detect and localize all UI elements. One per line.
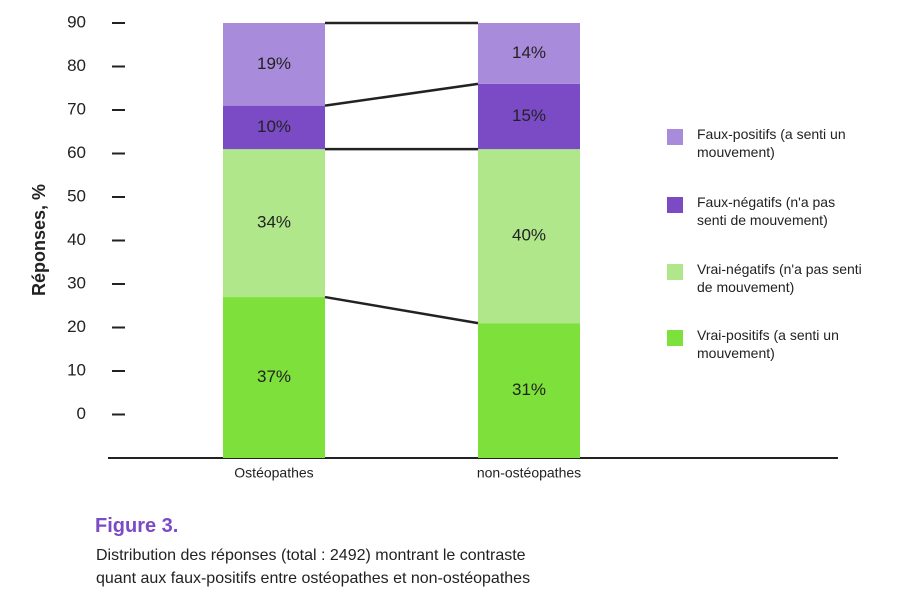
legend-swatch (667, 264, 683, 280)
legend-label: Faux-positifs (a senti un mouvement) (697, 126, 846, 160)
bar-segment (223, 297, 325, 458)
value-label: 40% (512, 226, 546, 245)
bar-segment (223, 23, 325, 106)
y-tick-label: 80 (67, 56, 86, 75)
value-label: 15% (512, 106, 546, 125)
figure-label: Figure 3. (95, 515, 179, 537)
connector-line (324, 82, 479, 107)
x-tick-label: Ostéopathes (234, 465, 313, 481)
caption-line: quant aux faux-positifs entre ostéopathe… (96, 570, 531, 587)
value-label: 31% (512, 380, 546, 399)
bar-segment (478, 323, 580, 458)
y-tick-label: 30 (67, 273, 86, 292)
legend-swatch (667, 330, 683, 346)
y-tick-label: 90 (67, 12, 86, 31)
y-tick-label: 50 (67, 186, 86, 205)
y-tick-label: 70 (67, 99, 86, 118)
legend-label: Vrai-positifs (a senti un mouvement) (697, 327, 839, 361)
y-tick-label: 10 (67, 360, 86, 379)
connector-line (324, 295, 479, 325)
legend-swatch (667, 197, 683, 213)
value-label: 37% (257, 367, 291, 386)
y-tick-label: 0 (77, 404, 86, 423)
value-label: 10% (257, 117, 291, 136)
y-tick-label: 40 (67, 230, 86, 249)
value-label: 19% (257, 54, 291, 73)
caption-line: Distribution des réponses (total : 2492)… (96, 547, 526, 564)
y-tick-label: 60 (67, 143, 86, 162)
legend-label: Vrai-négatifs (n'a pas senti de mouvemen… (697, 261, 862, 295)
bar-segment (478, 23, 580, 84)
value-label: 34% (257, 213, 291, 232)
bar-segment (478, 83, 580, 150)
legend-swatch (667, 129, 683, 145)
y-tick-label: 20 (67, 317, 86, 336)
legend-label: Faux-négatifs (n'a pas senti de mouvemen… (697, 194, 836, 228)
y-axis-label: Réponses, % (29, 184, 49, 296)
bar-segment (478, 149, 580, 324)
x-tick-label: non-ostéopathes (477, 465, 581, 481)
value-label: 14% (512, 43, 546, 62)
bar-segment (223, 149, 325, 298)
bar-segment (223, 105, 325, 150)
